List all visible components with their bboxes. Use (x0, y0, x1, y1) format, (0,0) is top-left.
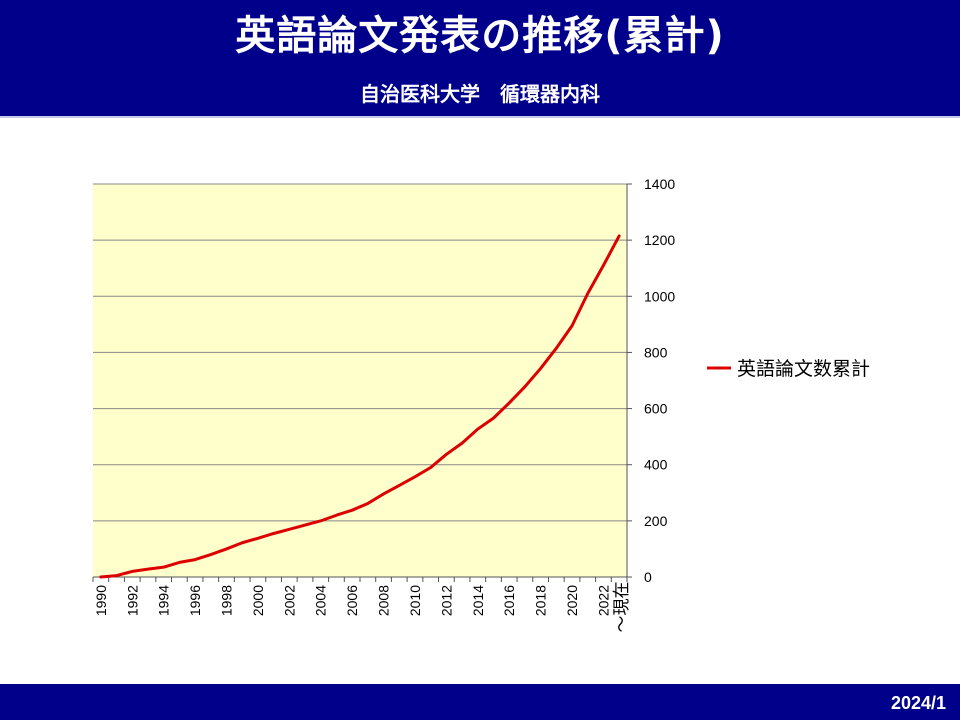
x-tick-label: 1992 (124, 585, 140, 616)
y-tick-label: 0 (644, 569, 652, 585)
series-line-cumulative-papers (99, 234, 621, 579)
legend: 英語論文数累計 (707, 358, 870, 380)
x-tick-label: 2000 (250, 585, 266, 616)
x-last-category-label: ～現在 (612, 582, 632, 633)
x-tick-label: 2010 (407, 585, 423, 616)
y-tick-label: 800 (644, 344, 668, 360)
x-tick-label: 2012 (438, 585, 454, 616)
x-tick-label: 2004 (313, 585, 329, 616)
footer-bar: 2024/1 (0, 684, 960, 720)
x-tick-label: 2006 (344, 585, 360, 616)
x-tick-label: 1990 (93, 585, 109, 616)
x-tick-label: 2016 (501, 585, 517, 616)
legend-label: 英語論文数累計 (737, 358, 870, 380)
y-tick-label: 1000 (644, 288, 675, 304)
header-banner: 英語論文発表の推移(累計) 自治医科大学 循環器内科 (0, 0, 960, 116)
y-tick-label: 1200 (644, 232, 675, 248)
x-tick-label: 1996 (187, 585, 203, 616)
x-tick-label: 1994 (156, 585, 172, 616)
y-tick-label: 600 (644, 401, 668, 417)
x-tick-label: 2020 (564, 585, 580, 616)
header-divider (0, 116, 960, 118)
x-tick-label: 2008 (376, 585, 392, 616)
page-title: 英語論文発表の推移(累計) (235, 13, 725, 59)
page-subtitle: 自治医科大学 循環器内科 (360, 82, 600, 106)
x-tick-label: 2014 (470, 585, 486, 616)
x-tick-label: 2002 (281, 585, 297, 616)
y-axis-ticks: 0 200 400 600 800 1000 1200 1400 (627, 176, 675, 585)
x-axis-ticks: 1990 1992 1994 1996 1998 2000 2002 2004 2006 2008… (92, 577, 632, 633)
y-tick-label: 200 (644, 513, 668, 529)
y-tick-label: 400 (644, 457, 668, 473)
plot-area (93, 184, 627, 577)
footer-date: 2024/1 (890, 693, 946, 713)
y-tick-label: 1400 (644, 176, 675, 192)
x-tick-label: 1998 (219, 585, 235, 616)
gridlines (93, 183, 627, 522)
x-tick-label: 2022 (595, 585, 611, 616)
x-tick-label: 2018 (533, 585, 549, 616)
series-points (100, 235, 620, 578)
